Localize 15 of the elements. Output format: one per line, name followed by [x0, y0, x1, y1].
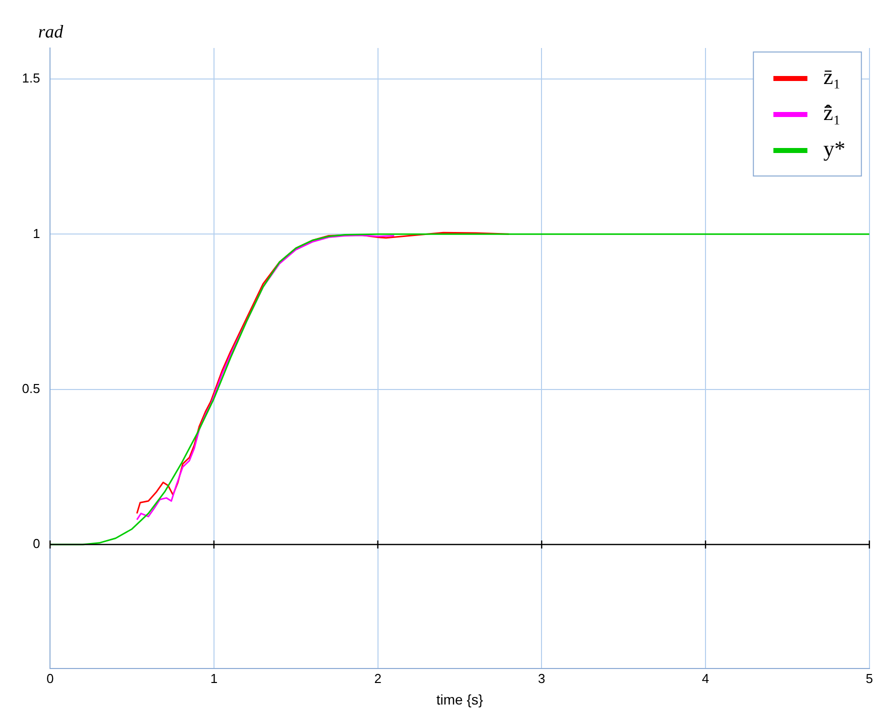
x-axis-title: time {s} [436, 691, 484, 708]
y-tick-label: 0 [32, 536, 40, 552]
legend-label: z̄̂₁ [823, 100, 841, 125]
x-tick-label: 5 [866, 670, 873, 686]
y-tick-label: 0.5 [22, 380, 40, 396]
x-tick-label: 4 [702, 670, 710, 686]
legend-label: y* [823, 136, 846, 161]
y-tick-label: 1 [32, 226, 40, 241]
x-tick-label: 1 [210, 670, 218, 686]
x-tick-label: 2 [374, 670, 382, 686]
legend-label: z̄₁ [823, 64, 841, 89]
y-axis-title: rad [38, 22, 64, 42]
y-tick-label: 1.5 [22, 70, 40, 86]
x-tick-label: 3 [538, 670, 546, 686]
x-tick-label: 0 [46, 670, 54, 686]
